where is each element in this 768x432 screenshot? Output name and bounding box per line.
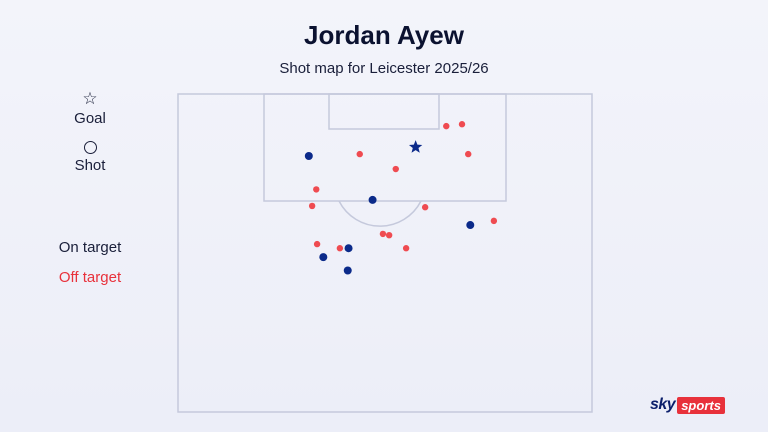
off-target-shot-3 [356, 150, 363, 158]
off-target-shot-13 [336, 245, 344, 252]
off-target-shot-14 [402, 245, 410, 252]
legend-off-target: Off target [58, 269, 122, 286]
off-target-shot-2 [458, 121, 466, 128]
penalty-area [263, 93, 507, 202]
off-target-shot-7 [308, 202, 316, 210]
off-target-shot-8 [421, 204, 429, 211]
on-target-shot-6 [343, 266, 352, 275]
legend-goal: ☆ Goal [45, 89, 135, 128]
circle-icon [83, 141, 97, 154]
off-target-shot-1 [443, 122, 450, 130]
six-yard-box [328, 93, 440, 130]
star-icon: ☆ [82, 89, 98, 108]
logo-sky-text: sky [650, 396, 676, 413]
goal-shot-1 [408, 140, 423, 153]
off-target-shot-5 [392, 165, 399, 173]
legend-shot: Shot [45, 138, 135, 174]
chart-title: Jordan Ayew [304, 20, 464, 50]
on-target-shot-1 [304, 152, 313, 161]
sky-sports-logo: sky sports [650, 396, 725, 414]
chart-subtitle: Shot map for Leicester 2025/26 [279, 60, 489, 77]
off-target-shot-11 [385, 231, 393, 239]
off-target-shot-4 [465, 150, 472, 158]
off-target-shot-10 [379, 230, 387, 238]
on-target-shot-2 [368, 195, 377, 204]
legend-goal-label: Goal [74, 110, 106, 127]
legend-on-target: On target [58, 239, 122, 256]
on-target-shot-5 [319, 253, 328, 262]
off-target-shot-12 [313, 240, 321, 248]
on-target-shot-4 [344, 244, 353, 253]
logo-sports-text: sports [677, 396, 725, 414]
penalty-arc [338, 200, 422, 227]
legend-shot-label: Shot [74, 157, 106, 174]
pitch-outline [177, 93, 593, 413]
off-target-shot-6 [313, 186, 320, 193]
shot-marks [304, 121, 498, 275]
off-target-shot-9 [490, 217, 498, 225]
on-target-shot-3 [466, 221, 475, 230]
